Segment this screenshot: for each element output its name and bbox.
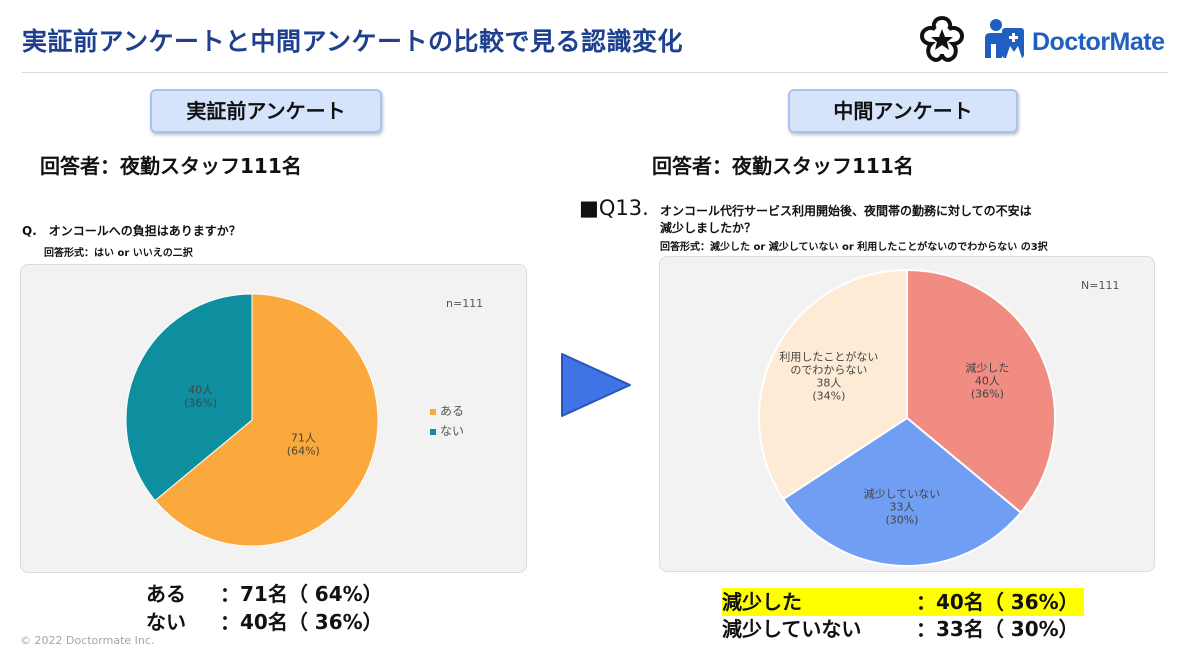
legend-item-aru: ある	[430, 402, 464, 419]
mid-result-not-decreased-value: ：33名（ 30%）	[916, 617, 1079, 641]
pre-survey-respondents: 回答者：夜勤スタッフ111名	[40, 154, 302, 178]
legend-swatch-nai	[430, 428, 436, 435]
mid-result-not-decreased-label: 減少していない	[722, 617, 862, 641]
doctor-person-icon	[985, 19, 1024, 58]
mid-result-decreased-value: ：40名（ 36%）	[916, 590, 1079, 614]
page-title: 実証前アンケートと中間アンケートの比較で見る認識変化	[22, 27, 684, 56]
nai-data-label: 40人(36%)	[184, 383, 217, 409]
play-arrow-icon	[561, 353, 631, 417]
pre-survey-answer-format: 回答形式：はい or いいえの二択	[44, 248, 193, 259]
legend-label-aru: ある	[440, 404, 465, 418]
pre-survey-question: Q. オンコールへの負担はありますか？	[22, 224, 241, 238]
pre-result-nai-value: ：40名（ 36%）	[220, 610, 383, 634]
pre-survey-n-label: n=111	[446, 297, 484, 310]
mid-survey-n-label: N=111	[1081, 279, 1120, 292]
copyright: © 2022 Doctormate Inc.	[20, 634, 155, 647]
pre-result-aru: ある ：71名（ 64%）	[146, 580, 383, 608]
mid-result-decreased-label: 減少した	[722, 590, 802, 614]
mid-survey-answer-format: 回答形式：減少した or 減少していない or 利用したことがないのでわからない…	[660, 242, 1048, 253]
legend-label-nai: ない	[440, 424, 465, 438]
decreased-data-label: 減少した 40人(36%)	[965, 360, 1009, 400]
brand-logo-text: DoctorMate	[1032, 28, 1165, 56]
mid-survey-question: オンコール代行サービス利用開始後、夜間帯の勤務に対しての不安は 減少しましたか？	[660, 203, 1032, 237]
mid-result-not-decreased: 減少していない ：33名（ 30%）	[722, 615, 1079, 643]
mid-survey-respondents: 回答者：夜勤スタッフ111名	[652, 154, 914, 178]
aru-data-label: 71人(64%)	[287, 432, 320, 458]
flower-logo-icon	[919, 15, 965, 62]
mid-survey-question-line1: オンコール代行サービス利用開始後、夜間帯の勤務に対しての不安は	[660, 204, 1032, 218]
nai-slice	[125, 293, 253, 502]
pre-result-nai: ない ：40名（ 36%）	[146, 608, 383, 636]
pre-result-aru-value: ：71名（ 64%）	[220, 582, 383, 606]
pre-survey-pie-chart: 71人(64%) 40人(36%)	[125, 293, 379, 547]
mid-survey-pie-chart: 減少した 40人(36%) 減少していない 33人(30%) 利用したことがないのでわか…	[758, 268, 1056, 567]
pre-survey-label: 実証前アンケート	[150, 89, 382, 133]
decreased-slice	[906, 268, 1056, 515]
aru-slice	[154, 293, 379, 547]
unknown-data-label: 利用したことがないのでわからない 38人(34%)	[779, 349, 878, 402]
not-decreased-data-label: 減少していない 33人(30%)	[864, 487, 941, 527]
not-decreased-slice	[781, 416, 1023, 567]
pre-result-nai-label: ない	[146, 610, 186, 634]
pre-result-aru-label: ある	[146, 582, 186, 606]
mid-survey-question-line2: 減少しましたか？	[660, 221, 757, 235]
mid-result-decreased: 減少した ：40名（ 36%）	[722, 588, 1084, 616]
mid-survey-label: 中間アンケート	[788, 89, 1018, 133]
legend-swatch-aru	[430, 408, 436, 415]
legend-item-nai: ない	[430, 422, 464, 439]
header-divider	[22, 72, 1168, 73]
unknown-slice	[758, 268, 908, 501]
q13-number: ■Q13.	[579, 196, 649, 220]
